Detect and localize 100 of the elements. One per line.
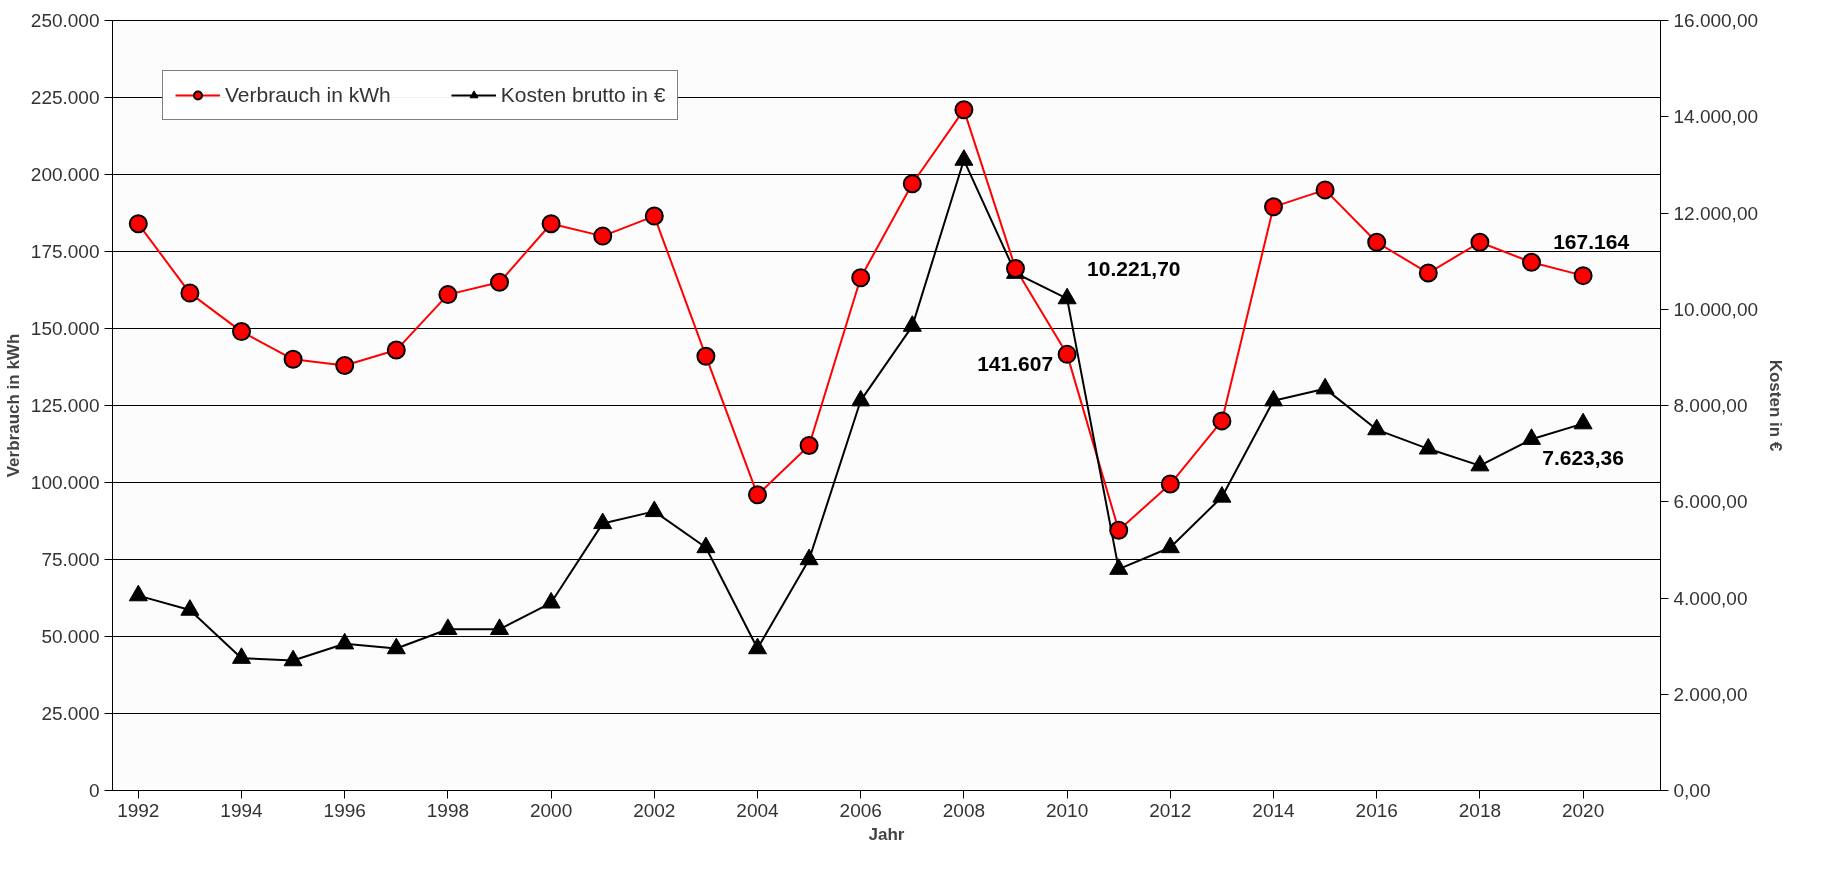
- point: [1470, 232, 1490, 252]
- y-tick-label: 175.000: [30, 241, 100, 262]
- point: [954, 149, 974, 166]
- point: [1264, 197, 1283, 217]
- point: [1160, 536, 1180, 554]
- point: [1109, 558, 1129, 575]
- data-label: 167.164: [1553, 229, 1630, 253]
- x-tick-label: 2010: [1045, 799, 1089, 821]
- y2-tick-label: 0,00: [1673, 780, 1711, 801]
- point: [1006, 258, 1025, 278]
- y-tick-label: 125.000: [30, 395, 100, 416]
- y2-tick-label: 2.000,00: [1673, 683, 1748, 705]
- point: [1212, 486, 1232, 503]
- y2-axis-title: Kosten in €: [1766, 359, 1786, 452]
- point: [1057, 287, 1077, 305]
- x-axis-title: Jahr: [868, 824, 905, 844]
- point: [748, 637, 767, 655]
- point: [1212, 411, 1232, 431]
- legend-label: Kosten brutto in €: [500, 83, 666, 107]
- point: [644, 206, 664, 226]
- point: [748, 485, 767, 505]
- point: [335, 355, 355, 375]
- y2-tick-label: 6.000,00: [1673, 491, 1748, 513]
- point: [1573, 412, 1593, 430]
- point: [851, 389, 871, 407]
- y-axis-title: Verbrauch in kWh: [3, 333, 23, 478]
- point: [902, 174, 922, 194]
- x-tick-label: 2004: [736, 799, 780, 821]
- x-tick-label: 1996: [323, 799, 366, 821]
- point: [1057, 344, 1077, 364]
- y-tick-label: 150.000: [30, 318, 100, 339]
- point: [438, 285, 458, 305]
- x-tick-label: 1998: [426, 799, 470, 821]
- y-tick-label: 75.000: [41, 549, 100, 570]
- point: [1418, 263, 1438, 283]
- y-tick-label: 225.000: [30, 87, 100, 108]
- x-tick-label: 2016: [1355, 799, 1398, 821]
- x-tick-label: 2006: [839, 799, 882, 821]
- y2-tick-label: 10.000,00: [1673, 298, 1759, 320]
- data-label: 7.623,36: [1542, 445, 1624, 469]
- point: [128, 214, 148, 234]
- point: [1522, 252, 1541, 272]
- point: [1109, 520, 1129, 540]
- x-tick-label: 2014: [1252, 799, 1296, 821]
- y-tick-label: 250.000: [30, 10, 100, 31]
- y2-tick-label: 16.000,00: [1673, 10, 1759, 31]
- point: [180, 283, 200, 303]
- y-tick-label: 50.000: [41, 626, 100, 647]
- x-tick-label: 2018: [1458, 799, 1502, 821]
- point: [490, 272, 509, 292]
- point: [696, 346, 716, 366]
- x-tick-label: 2020: [1561, 799, 1605, 821]
- y-tick-label: 100.000: [30, 472, 100, 493]
- x-tick-label: 2008: [942, 799, 986, 821]
- y-tick-label: 25.000: [41, 703, 100, 724]
- point: [902, 315, 922, 332]
- point: [180, 599, 200, 616]
- point: [541, 214, 561, 234]
- y2-tick-label: 14.000,00: [1673, 106, 1759, 128]
- point: [386, 637, 406, 655]
- point: [1573, 266, 1593, 286]
- point: [1315, 180, 1335, 200]
- point: [541, 591, 561, 609]
- point: [1315, 377, 1335, 395]
- x-tick-label: 2002: [633, 799, 676, 821]
- point: [128, 584, 148, 602]
- point: [1160, 474, 1180, 494]
- point: [1367, 232, 1387, 252]
- y2-tick-label: 8.000,00: [1673, 395, 1748, 416]
- y2-tick-label: 12.000,00: [1673, 202, 1759, 224]
- x-tick-label: 2000: [529, 799, 573, 821]
- point: [1367, 418, 1387, 436]
- point: [283, 649, 303, 667]
- point: [232, 322, 251, 342]
- point: [335, 632, 355, 650]
- point: [1470, 454, 1490, 472]
- point: [954, 100, 974, 120]
- point: [1264, 389, 1283, 407]
- point: [799, 548, 819, 566]
- x-tick-label: 1992: [117, 799, 160, 821]
- point: [1418, 437, 1438, 455]
- point: [696, 536, 716, 554]
- point: [593, 512, 613, 530]
- point: [851, 268, 871, 288]
- point: [232, 647, 251, 664]
- y-tick-label: 200.000: [30, 164, 100, 185]
- y-tick-label: 0: [88, 780, 100, 801]
- x-tick-label: 2012: [1149, 799, 1192, 821]
- point: [1522, 428, 1541, 445]
- point: [438, 618, 458, 635]
- point: [283, 349, 303, 369]
- x-tick-label: 1994: [220, 799, 264, 821]
- data-label: 141.607: [977, 352, 1054, 376]
- point: [593, 226, 613, 246]
- point: [386, 340, 406, 360]
- point: [490, 618, 509, 635]
- point: [799, 436, 819, 456]
- point: [644, 500, 664, 518]
- legend-label: Verbrauch in kWh: [225, 83, 391, 107]
- y2-tick-label: 4.000,00: [1673, 587, 1748, 609]
